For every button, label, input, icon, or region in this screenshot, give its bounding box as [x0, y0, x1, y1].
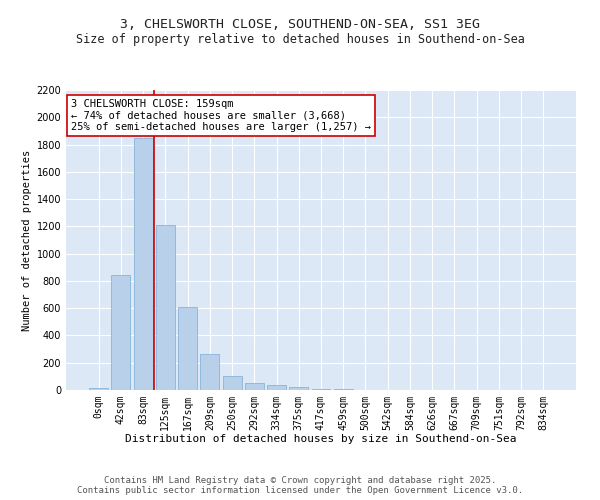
Bar — [311, 388, 331, 390]
Bar — [289, 388, 308, 390]
Bar — [134, 138, 152, 390]
Y-axis label: Number of detached properties: Number of detached properties — [22, 150, 32, 330]
Bar — [89, 388, 108, 390]
Text: Size of property relative to detached houses in Southend-on-Sea: Size of property relative to detached ho… — [76, 32, 524, 46]
Bar — [156, 225, 175, 390]
Bar — [267, 385, 286, 390]
Bar — [245, 382, 264, 390]
Bar — [200, 354, 219, 390]
Bar — [112, 276, 130, 390]
Text: 3 CHELSWORTH CLOSE: 159sqm
← 74% of detached houses are smaller (3,668)
25% of s: 3 CHELSWORTH CLOSE: 159sqm ← 74% of deta… — [71, 99, 371, 132]
Bar — [178, 307, 197, 390]
Text: Contains HM Land Registry data © Crown copyright and database right 2025.
Contai: Contains HM Land Registry data © Crown c… — [77, 476, 523, 495]
Text: 3, CHELSWORTH CLOSE, SOUTHEND-ON-SEA, SS1 3EG: 3, CHELSWORTH CLOSE, SOUTHEND-ON-SEA, SS… — [120, 18, 480, 30]
Bar — [223, 376, 242, 390]
X-axis label: Distribution of detached houses by size in Southend-on-Sea: Distribution of detached houses by size … — [125, 434, 517, 444]
